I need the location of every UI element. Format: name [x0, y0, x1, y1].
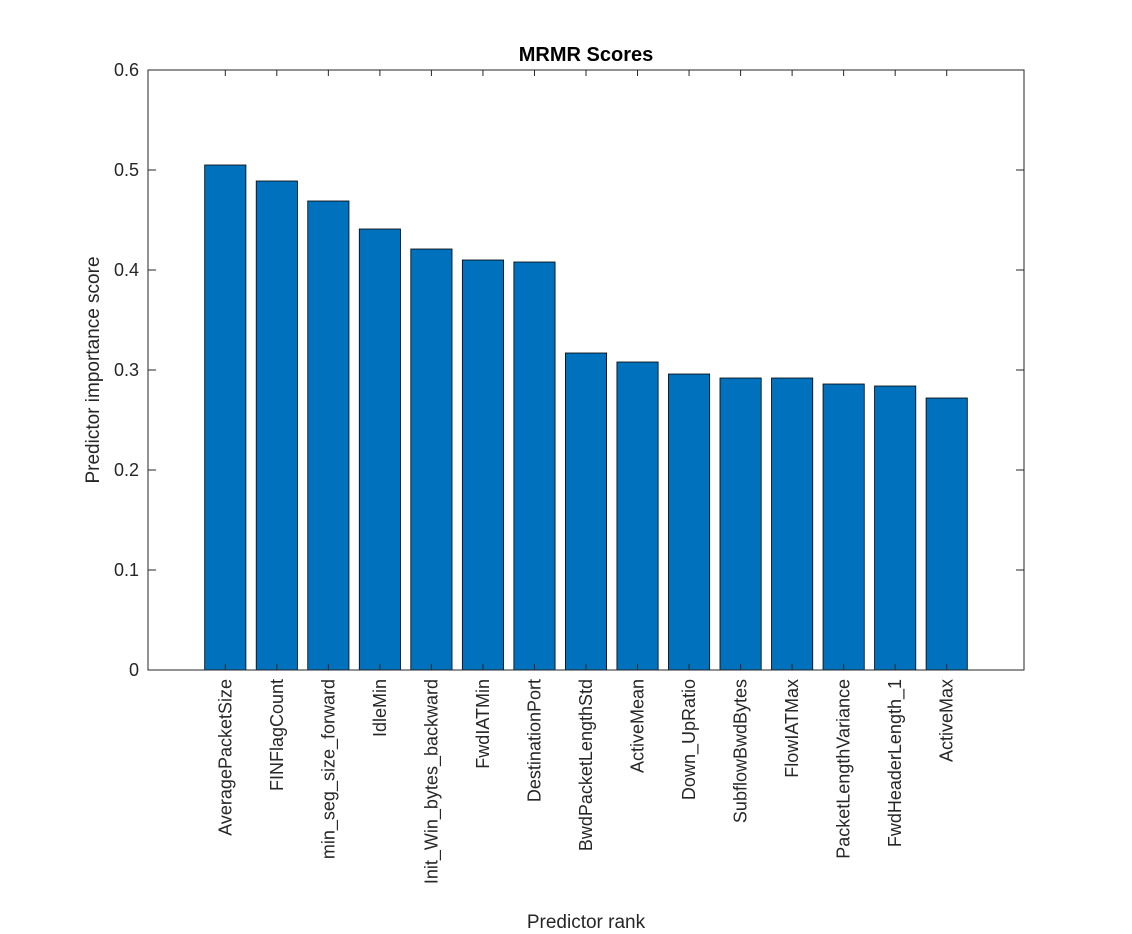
x-tick-label: min_seg_size_forward: [318, 679, 339, 859]
bar-BwdPacketLengthStd: [564, 352, 608, 671]
y-tick-label: 0.6: [114, 60, 139, 80]
bar-Init_Win_bytes_backward: [410, 248, 453, 671]
x-tick-label: BwdPacketLengthStd: [576, 679, 596, 851]
bar-Down_UpRatio: [668, 373, 711, 671]
x-tick-label: FINFlagCount: [267, 679, 287, 791]
x-tick-label: FwdIATMin: [473, 679, 493, 769]
bar-FwdIATMin: [461, 259, 504, 671]
x-tick-label: IdleMin: [370, 679, 390, 737]
bars-group: [204, 164, 968, 671]
y-tick-label: 0.5: [114, 160, 139, 180]
bar-SubflowBwdBytes: [719, 377, 762, 671]
y-tick-label: 0.2: [114, 460, 139, 480]
bar-IdleMin: [358, 228, 401, 671]
x-tick-label: DestinationPort: [524, 679, 544, 802]
x-tick-label: SubflowBwdBytes: [731, 679, 751, 823]
x-tick-label: AveragePacketSize: [215, 679, 235, 836]
bar-PacketLengthVariance: [822, 383, 865, 671]
bar-ActiveMean: [616, 361, 659, 671]
x-tick-label: ActiveMax: [937, 679, 957, 762]
y-tick-label: 0.1: [114, 560, 139, 580]
bar-AveragePacketSize: [204, 164, 247, 671]
bar-FINFlagCount: [255, 180, 298, 671]
bar-FlowIATMax: [771, 377, 814, 671]
x-tick-label: PacketLengthVariance: [834, 679, 854, 859]
y-tick-label: 0: [129, 660, 139, 680]
ticks-group: AveragePacketSize FINFlagCount min_seg_siz…: [114, 60, 1024, 884]
x-tick-label: Init_Win_bytes_backward: [421, 679, 442, 884]
x-tick-label: ActiveMean: [628, 679, 648, 773]
bar-DestinationPort: [513, 261, 556, 671]
x-tick-label: FlowIATMax: [782, 679, 802, 778]
x-tick-label: Down_UpRatio: [679, 679, 700, 800]
bar-min_seg_size_forward: [307, 200, 350, 671]
x-tick-label: FwdHeaderLength_1: [885, 679, 906, 847]
chart-title: MRMR Scores: [519, 44, 653, 66]
y-tick-label: 0.4: [114, 260, 139, 280]
x-axis-label: Predictor rank: [527, 912, 646, 933]
y-tick-label: 0.3: [114, 360, 139, 380]
bar-FwdHeaderLength_1: [874, 385, 917, 671]
bar-ActiveMax: [925, 397, 968, 671]
y-axis-label: Predictor importance score: [83, 256, 104, 483]
